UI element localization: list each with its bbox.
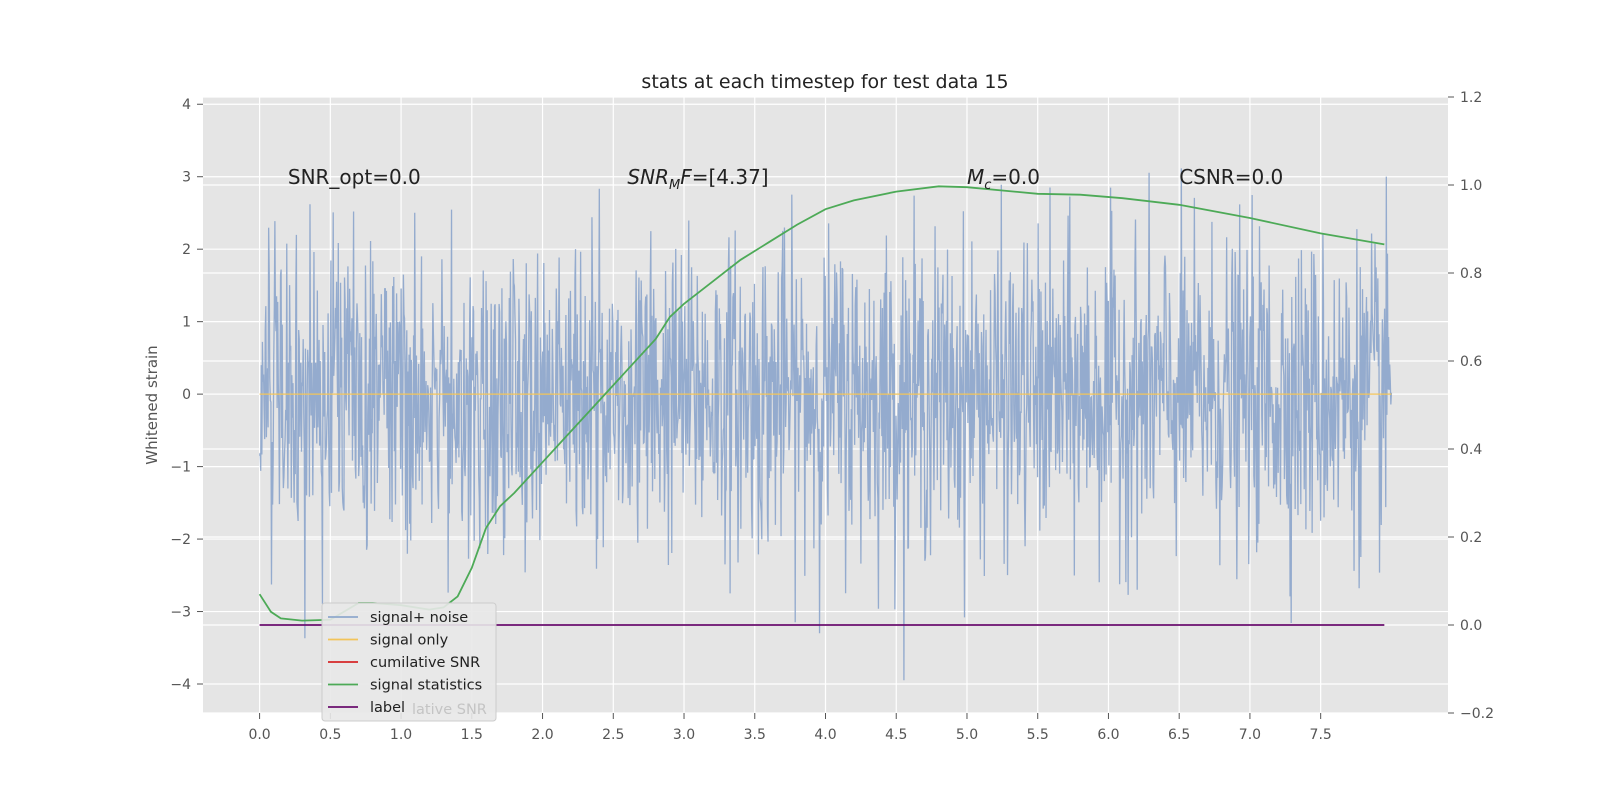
annotation-2: Mc=0.0 xyxy=(967,165,1040,193)
y-axis-ticks: −4 −3 −2 −1 0 1 2 3 4 xyxy=(170,97,203,693)
x-tick-label: 2.5 xyxy=(602,727,624,743)
legend-label: signal only xyxy=(370,633,449,649)
y2-tick-label: 0.6 xyxy=(1460,354,1482,370)
legend-label: signal+ noise xyxy=(370,610,468,626)
x-tick-label: 0.0 xyxy=(248,727,270,743)
y-tick-label: 3 xyxy=(182,170,191,186)
y2-tick-label: 0.4 xyxy=(1460,442,1482,458)
y2-tick-label: 1.0 xyxy=(1460,178,1482,194)
y2-axis-ticks: −0.2 0.0 0.2 0.4 0.6 0.8 1.0 1.2 xyxy=(1448,90,1494,722)
annotation-0: SNR_opt=0.0 xyxy=(288,165,421,189)
x-tick-label: 4.5 xyxy=(885,727,907,743)
legend-label: cumilative SNR xyxy=(370,655,480,671)
y2-tick-label: 0.2 xyxy=(1460,530,1482,546)
legend-label: label xyxy=(370,700,405,716)
y2-tick-label: 0.8 xyxy=(1460,266,1482,282)
x-tick-label: 3.0 xyxy=(673,727,695,743)
y-tick-label: −1 xyxy=(170,460,191,476)
y-tick-label: −2 xyxy=(170,532,191,548)
y-tick-label: 4 xyxy=(182,97,191,113)
y-tick-label: 1 xyxy=(182,315,191,331)
chart-title: stats at each timestep for test data 15 xyxy=(641,71,1008,93)
y2-tick-label: 1.2 xyxy=(1460,90,1482,106)
y-tick-label: 0 xyxy=(182,387,191,403)
x-tick-label: 5.5 xyxy=(1027,727,1049,743)
y-axis-label: Whitened strain xyxy=(143,345,161,464)
x-tick-label: 7.0 xyxy=(1239,727,1261,743)
annotation-3: CSNR=0.0 xyxy=(1179,165,1283,189)
line-signal-plus-noise xyxy=(258,168,1393,681)
y-tick-label: −3 xyxy=(170,605,191,621)
x-tick-label: 5.0 xyxy=(956,727,978,743)
x-tick-label: 2.0 xyxy=(531,727,553,743)
legend-box xyxy=(321,602,497,722)
annotations: SNR_opt=0.0 SNRMF=[4.37] Mc=0.0 CSNR=0.0 xyxy=(288,165,1283,193)
legend: lative SNR signal+ noise signal only cumila… xyxy=(321,602,497,722)
x-tick-label: 6.0 xyxy=(1097,727,1119,743)
x-tick-label: 3.5 xyxy=(744,727,766,743)
x-tick-label: 7.5 xyxy=(1310,727,1332,743)
legend-ghost-text: lative SNR xyxy=(412,702,487,718)
legend-label: signal statistics xyxy=(370,678,482,694)
y-tick-label: 2 xyxy=(182,242,191,258)
annotation-1: SNRMF=[4.37] xyxy=(627,165,768,193)
y-tick-label: −4 xyxy=(170,677,191,693)
series-signal-plus-noise xyxy=(258,168,1393,681)
x-axis-ticks: 0.0 0.5 1.0 1.5 2.0 2.5 3.0 3.5 4.0 4.5 5.0 5.5 6.0 6… xyxy=(248,713,1332,743)
y2-tick-label: 0.0 xyxy=(1460,618,1482,634)
y2-tick-label: −0.2 xyxy=(1460,706,1494,722)
x-tick-label: 4.0 xyxy=(814,727,836,743)
x-tick-label: 1.5 xyxy=(461,727,483,743)
x-tick-label: 1.0 xyxy=(390,727,412,743)
x-tick-label: 0.5 xyxy=(319,727,341,743)
x-tick-label: 6.5 xyxy=(1168,727,1190,743)
